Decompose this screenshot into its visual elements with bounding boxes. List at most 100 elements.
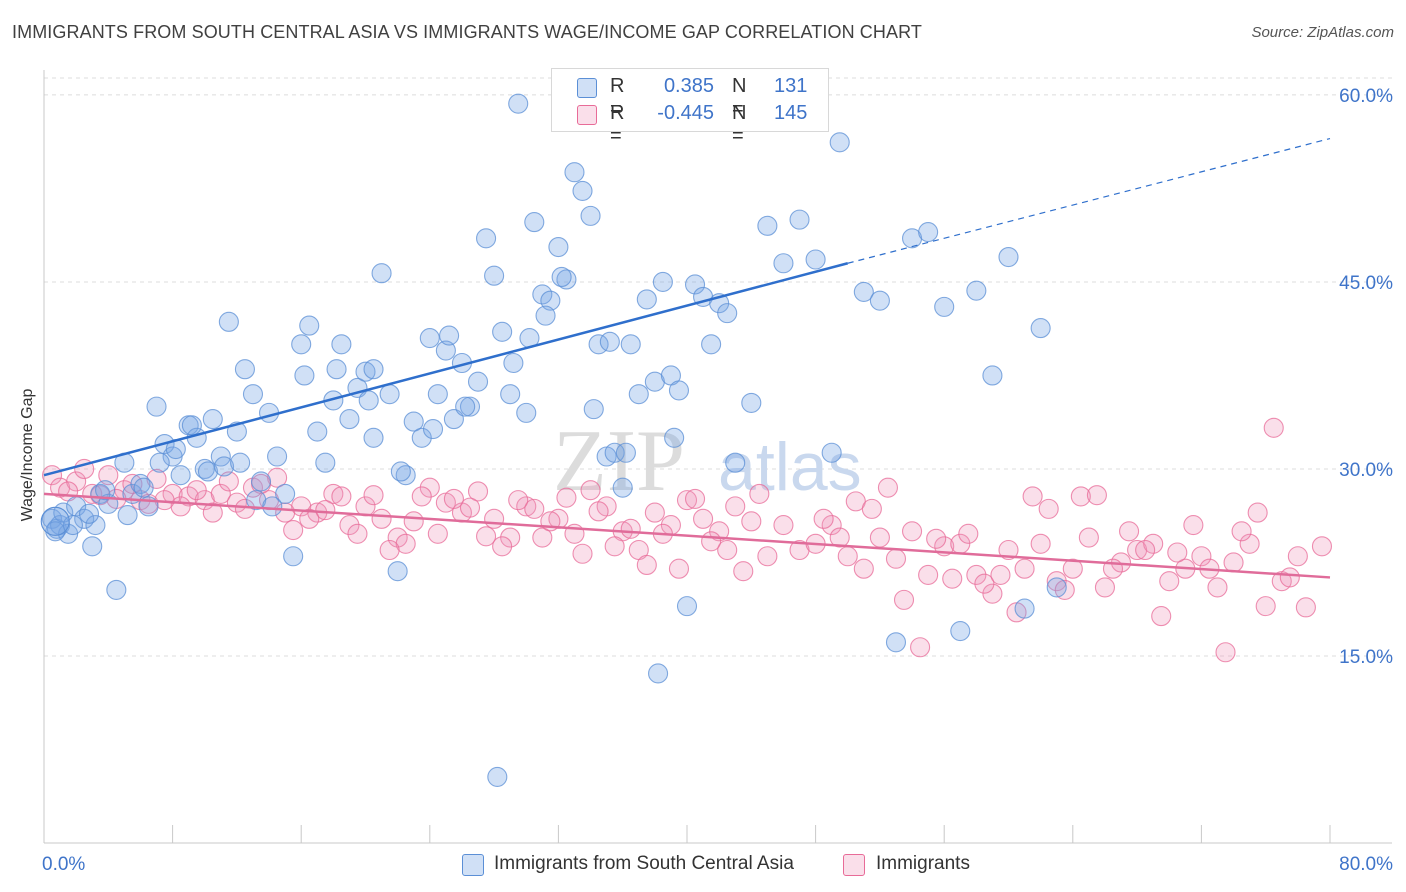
immigrants-point — [443, 488, 464, 509]
legend-label: Immigrants from South Central Asia — [494, 853, 794, 874]
immigrants-point — [379, 539, 400, 561]
immigrants-point — [1255, 596, 1276, 617]
immigrants-point — [532, 527, 553, 548]
trend-line-south-central-asia — [43, 262, 849, 477]
immigrants-point — [821, 515, 842, 536]
trend-line-immigrants — [43, 492, 1331, 579]
immigrants-point — [1247, 502, 1268, 523]
south-central-asia-point — [885, 632, 907, 653]
south-central-asia-point — [934, 296, 955, 317]
r-value: 0.385 — [663, 75, 714, 97]
immigrants-point — [467, 481, 489, 502]
immigrants-point — [998, 539, 1019, 561]
south-central-asia-point — [551, 266, 572, 288]
immigrants-point — [701, 531, 722, 552]
immigrants-point — [403, 511, 424, 532]
south-central-asia-point — [149, 452, 170, 473]
south-central-asia-point — [181, 415, 202, 436]
south-central-asia-point — [612, 477, 633, 498]
immigrants-point — [234, 498, 255, 519]
south-central-asia-point — [717, 303, 738, 324]
south-central-asia-point — [459, 396, 481, 417]
immigrants-point — [1223, 552, 1244, 573]
pink-swatch — [843, 854, 865, 876]
chart-title: IMMIGRANTS FROM SOUTH CENTRAL ASIA VS IM… — [12, 22, 922, 42]
immigrants-point — [901, 521, 923, 542]
immigrants-point — [982, 583, 1003, 604]
watermark-atlas: atlas — [718, 429, 862, 505]
immigrants-point — [644, 502, 665, 523]
immigrants-point — [757, 546, 778, 567]
source-label: Source: ZipAtlas.com — [1251, 24, 1394, 41]
south-central-asia-point — [580, 205, 601, 226]
immigrants-point — [668, 558, 690, 579]
immigrants-point — [1231, 521, 1252, 542]
south-central-asia-point — [516, 402, 537, 423]
immigrants-point — [323, 483, 344, 504]
south-central-asia-point — [194, 458, 215, 480]
y-tick-label: 45.0% — [1339, 273, 1393, 294]
immigrants-point — [202, 502, 223, 523]
x-tick-label: 80.0% — [1339, 854, 1393, 875]
immigrants-point — [492, 536, 513, 557]
south-central-asia-point — [492, 321, 513, 342]
south-central-asia-point — [411, 427, 432, 448]
immigrants-point — [1279, 567, 1300, 588]
immigrants-point — [926, 528, 947, 549]
south-central-asia-point — [130, 473, 151, 494]
south-central-asia-point — [242, 384, 264, 405]
immigrants-point — [1014, 558, 1035, 579]
south-central-asia-point — [106, 579, 127, 600]
immigrants-point — [556, 487, 577, 508]
immigrants-point — [1207, 577, 1228, 598]
immigrants-point — [966, 564, 987, 585]
immigrants-point — [1151, 606, 1172, 627]
south-central-asia-point — [170, 465, 191, 486]
immigrants-point — [829, 527, 850, 548]
south-central-asia-point — [821, 442, 842, 463]
south-central-asia-point — [339, 409, 360, 430]
south-central-asia-point — [403, 411, 424, 432]
south-central-asia-point — [234, 359, 255, 380]
immigrants-point — [283, 520, 304, 541]
trend-line-extension — [847, 137, 1331, 264]
south-central-asia-point — [315, 452, 336, 473]
n-label: N = — [732, 102, 747, 147]
immigrants-point — [974, 573, 995, 594]
n-value: 131 — [774, 75, 808, 97]
immigrants-point — [427, 523, 448, 544]
south-central-asia-point — [548, 236, 569, 258]
immigrants-point — [885, 548, 907, 569]
immigrants-point — [41, 465, 63, 486]
immigrants-point — [741, 511, 762, 532]
immigrants-point — [331, 486, 352, 507]
immigrants-point — [1167, 542, 1188, 563]
immigrants-point — [1038, 498, 1059, 519]
immigrants-point — [837, 546, 858, 567]
immigrants-point — [580, 480, 601, 501]
immigrants-point — [347, 523, 368, 544]
immigrants-point — [315, 500, 336, 521]
r-label: R = — [610, 102, 625, 147]
south-central-asia-point — [213, 456, 235, 477]
south-central-asia-point — [484, 265, 505, 286]
immigrants-point — [1070, 486, 1091, 507]
south-central-asia-point — [636, 289, 657, 310]
south-central-asia-point — [757, 215, 778, 236]
south-central-asia-point — [668, 380, 690, 401]
immigrants-point — [684, 488, 706, 509]
south-central-asia-point — [41, 508, 63, 529]
immigrants-point — [516, 496, 537, 517]
immigrants-point — [620, 518, 641, 539]
south-central-asia-point — [78, 503, 100, 524]
immigrants-point — [893, 589, 915, 610]
south-central-asia-point — [422, 419, 444, 440]
south-central-asia-point — [379, 384, 400, 405]
immigrants-point — [484, 508, 505, 529]
immigrants-point — [1135, 539, 1156, 561]
x-tick-label: 0.0% — [42, 854, 85, 875]
immigrants-point — [1183, 515, 1204, 536]
south-central-asia-point — [676, 596, 698, 617]
immigrants-point — [1239, 533, 1260, 554]
south-central-asia-point — [652, 271, 673, 293]
